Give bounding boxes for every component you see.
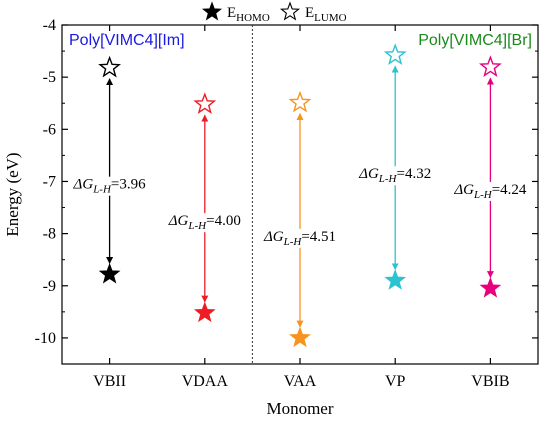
gap-label: ΔGL-H=4.51 (263, 229, 336, 248)
legend-label: ELUMO (305, 5, 347, 24)
data-marks: ΔGL-H=3.96 ΔGL-H=4.00 ΔGL-H=4.51 ΔGL-H=4.32… (71, 43, 528, 348)
gap-label: ΔGL-H=3.96 (73, 177, 147, 196)
x-tick-label: VBII (93, 373, 126, 390)
homo-point (479, 276, 502, 298)
column-vdaa: ΔGL-H=4.00 (166, 92, 242, 323)
y-axis: -4 -5 -6 -7 -8 -9 -10 (35, 17, 538, 347)
homo-point (289, 326, 311, 348)
gap-label-background (452, 181, 528, 201)
legend-filled-star-icon (201, 1, 223, 21)
lumo-point (288, 90, 312, 113)
x-tick-label: VBIB (471, 373, 509, 390)
x-tick-label: VP (385, 373, 406, 390)
lumo-point (383, 43, 407, 65)
column-vp: ΔGL-H=4.32 (357, 43, 433, 290)
homo-point (98, 262, 121, 284)
column-vbii: ΔGL-H=3.96 (71, 55, 148, 284)
homo-point (384, 269, 407, 290)
gap-label-background (71, 176, 148, 196)
legend: EHOMO ELUMO (201, 1, 347, 24)
x-axis-title: Monomer (266, 399, 333, 418)
x-tick-label: VDAA (182, 373, 229, 390)
y-tick-label: -4 (43, 17, 56, 34)
x-axis: VBII VDAA VAA VP VBIB (93, 25, 510, 390)
y-tick-label: -10 (35, 330, 56, 347)
gap-label: ΔGL-H=4.32 (358, 166, 431, 185)
legend-label: EHOMO (227, 5, 270, 24)
y-tick-label: -5 (43, 69, 56, 86)
x-tick-label: VAA (284, 373, 317, 390)
y-axis-title: Energy (eV) (3, 152, 22, 236)
column-vbib: ΔGL-H=4.24 (452, 55, 528, 298)
y-tick-label: -7 (43, 173, 56, 190)
gap-label-background (357, 166, 433, 186)
lumo-point (98, 55, 122, 78)
gap-label-background (261, 228, 338, 248)
legend-open-star-icon (279, 1, 301, 21)
group-label-im: Poly[VIMC4][Im] (69, 32, 185, 49)
lumo-point (193, 92, 217, 114)
group-label-br: Poly[VIMC4][Br] (418, 32, 532, 49)
lumo-point (478, 55, 502, 77)
y-tick-label: -8 (43, 226, 56, 243)
gap-label: ΔGL-H=4.24 (453, 182, 527, 201)
column-vaa: ΔGL-H=4.51 (261, 90, 338, 348)
gap-label-background (166, 213, 242, 233)
y-tick-label: -9 (43, 278, 56, 295)
homo-point (193, 301, 216, 323)
gap-label: ΔGL-H=4.00 (168, 213, 241, 232)
y-tick-label: -6 (43, 121, 56, 138)
